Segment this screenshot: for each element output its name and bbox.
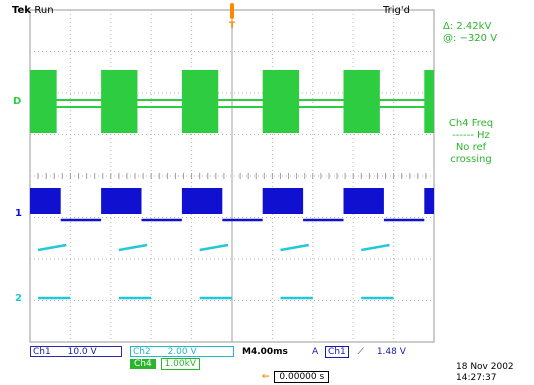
math-label: Ch4 [130, 359, 156, 369]
blue-pulse-high [262, 188, 304, 214]
measurement-line-4: crossing [450, 154, 492, 165]
ch1-scale: 10.0 V [67, 347, 97, 357]
green-burst [181, 70, 219, 133]
measurement-panel: Ch4 Freq ------ Hz No ref crossing [440, 118, 502, 166]
position-arrow-icon: ← [262, 372, 270, 382]
blue-pulse-high [30, 188, 61, 214]
timebase-readout[interactable]: M4.00ms [242, 347, 288, 357]
channel-2-marker[interactable]: 2 [15, 293, 22, 304]
ch2-label: Ch2 [133, 347, 151, 357]
graticule-grid [29, 10, 435, 342]
ch1-scale-box[interactable]: Ch1 10.0 V [30, 346, 122, 357]
brand-label: Tek Run [12, 5, 54, 16]
run-state-text: Run [34, 5, 54, 16]
trigger-state-label: Trig'd [383, 5, 410, 16]
cyan-ramp-segment [361, 243, 390, 252]
channel-1-marker[interactable]: 1 [15, 208, 22, 219]
cyan-ramp-segment [199, 243, 229, 252]
trigger-source-readout[interactable]: A Ch1 ⟋ 1.48 V [312, 346, 406, 358]
green-burst [101, 70, 138, 133]
math-scale: 1.00kV [160, 358, 201, 370]
green-burst [343, 70, 380, 133]
trigger-position-marker[interactable]: T [229, 21, 236, 31]
blue-pulse-high [343, 188, 384, 214]
trigger-marker-bar [230, 3, 234, 19]
cyan-ramp-segment [37, 243, 67, 252]
green-burst [424, 70, 434, 133]
green-burst [30, 70, 57, 133]
ch2-scale-box[interactable]: Ch2 2.00 V [130, 346, 234, 357]
blue-pulse-high [101, 188, 142, 214]
cyan-ramp-segment [118, 243, 148, 252]
trigger-slope-icon: ⟋ [357, 347, 364, 357]
brand-text: Tek [12, 5, 31, 16]
measurement-line-1: Ch4 Freq [448, 118, 494, 129]
blue-pulse-high [181, 188, 223, 214]
date-label: 18 Nov 2002 [456, 362, 514, 372]
time-label: 14:27:37 [456, 373, 497, 383]
blue-pulse-high [424, 188, 434, 214]
waveform-traces [30, 70, 434, 300]
measurement-line-2: ------ Hz [452, 130, 490, 141]
trigger-mode-label: A [312, 347, 319, 357]
green-burst [262, 70, 300, 133]
trigger-level: 1.48 V [376, 347, 406, 357]
cyan-ramp-segment [280, 243, 309, 252]
cursor-delta-readout: Δ: 2.42kV [443, 21, 492, 32]
ch1-label: Ch1 [33, 347, 51, 357]
horizontal-position-readout[interactable]: ← 0.00000 s [262, 371, 330, 383]
measurement-line-3: No ref [455, 142, 487, 153]
math-scale-box[interactable]: Ch4 1.00kV [130, 358, 201, 370]
cursor-at-readout: @: −320 V [443, 33, 498, 44]
ch2-scale: 2.00 V [167, 347, 197, 357]
position-value: 0.00000 s [274, 371, 330, 383]
channel-d-marker[interactable]: D [13, 96, 22, 107]
trigger-source: Ch1 [325, 346, 349, 358]
